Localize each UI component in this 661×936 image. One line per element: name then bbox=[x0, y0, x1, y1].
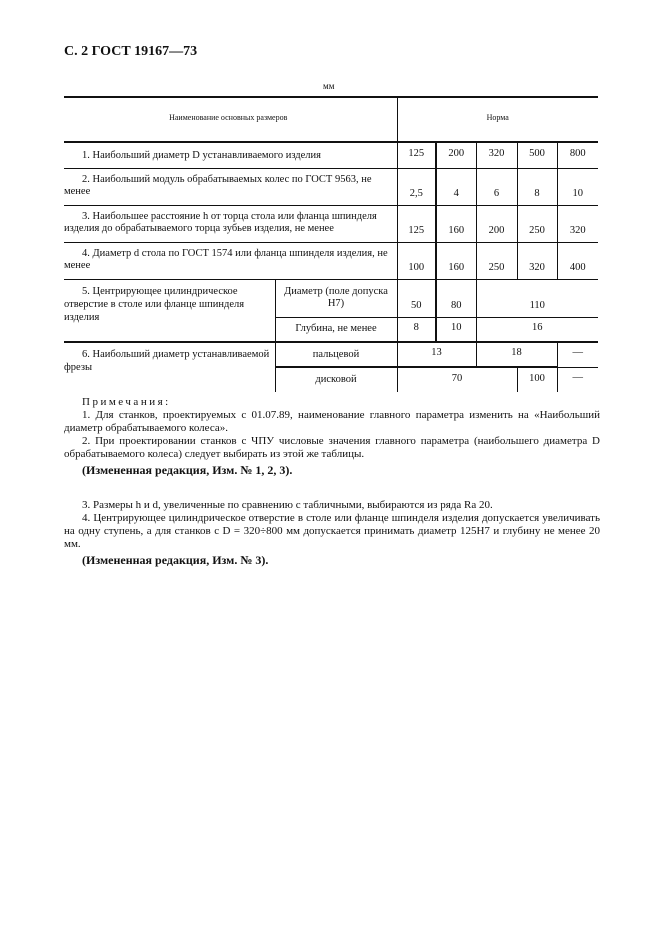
cell: 320 bbox=[475, 141, 518, 169]
header-name: Наименование основных размеров bbox=[64, 96, 398, 143]
row-label: 6. Наибольший диаметр устанавливаемой фр… bbox=[64, 341, 276, 392]
unit-label: мм bbox=[323, 81, 335, 91]
page-header: С. 2 ГОСТ 19167—73 bbox=[64, 44, 198, 59]
cell: 100 bbox=[516, 366, 558, 392]
header-norm: Норма bbox=[396, 96, 598, 143]
cell: 10 bbox=[556, 167, 598, 206]
row-label: 5. Центрирующее цилиндрическое отверстие… bbox=[64, 278, 276, 343]
cell: 2,5 bbox=[396, 167, 437, 206]
edit-note-2: (Измененная редакция, Изм. № 3). bbox=[82, 553, 269, 567]
cell: 200 bbox=[435, 141, 477, 169]
note-1: 1. Для станков, проектируемых с 01.07.89… bbox=[64, 409, 600, 434]
cell: 50 bbox=[396, 278, 437, 318]
table-row: 4. Диаметр d стола по ГОСТ 1574 или флан… bbox=[64, 241, 598, 280]
sub-label: Глубина, не менее bbox=[274, 316, 398, 343]
cell: 400 bbox=[556, 241, 598, 280]
cell: 100 bbox=[396, 241, 437, 280]
row-label: 4. Диаметр d стола по ГОСТ 1574 или флан… bbox=[64, 241, 398, 280]
cell: 8 bbox=[516, 167, 558, 206]
cell: 16 bbox=[475, 316, 598, 343]
cell: 160 bbox=[435, 241, 477, 280]
cell: 200 bbox=[475, 204, 518, 243]
cell: 4 bbox=[435, 167, 477, 206]
cell: 18 bbox=[475, 341, 558, 368]
paragraph-3: 3. Размеры h и d, увеличенные по сравнен… bbox=[82, 499, 493, 511]
cell: 250 bbox=[475, 241, 518, 280]
note-2: 2. При проектировании станков с ЧПУ числ… bbox=[64, 435, 600, 460]
cell: 110 bbox=[475, 278, 598, 318]
cell: 320 bbox=[516, 241, 558, 280]
paragraph-4: 4. Центрирующее цилиндрическое отверстие… bbox=[64, 512, 600, 550]
sub-label: дисковой bbox=[274, 366, 398, 392]
table-header-row: Наименование основных размеров Норма bbox=[64, 96, 598, 143]
row-label: 3. Наибольшее расстояние h от торца стол… bbox=[64, 204, 398, 243]
table-row: 5. Центрирующее цилиндрическое отверстие… bbox=[64, 278, 598, 343]
sub-label: Диаметр (поле допуска Н7) bbox=[274, 278, 398, 318]
cell: 6 bbox=[475, 167, 518, 206]
table-row: 1. Наибольший диаметр D устанавливаемого… bbox=[64, 141, 598, 169]
notes-section: Примечания: 1. Для станков, проектируемы… bbox=[64, 396, 600, 567]
sub-label: пальцевой bbox=[274, 341, 398, 368]
table-row: 6. Наибольший диаметр устанавливаемой фр… bbox=[64, 341, 598, 392]
table-row: 3. Наибольшее расстояние h от торца стол… bbox=[64, 204, 598, 243]
cell: 250 bbox=[516, 204, 558, 243]
table-row: дисковой 70 100 — bbox=[64, 366, 598, 392]
cell: 320 bbox=[556, 204, 598, 243]
cell: 160 bbox=[435, 204, 477, 243]
row-label: 1. Наибольший диаметр D устанавливаемого… bbox=[64, 141, 398, 169]
cell: 125 bbox=[396, 141, 437, 169]
cell: 13 bbox=[396, 341, 477, 368]
cell: — bbox=[556, 341, 598, 368]
cell: 8 bbox=[396, 316, 437, 343]
cell: 10 bbox=[435, 316, 477, 343]
dimensions-table: Наименование основных размеров Норма 1. … bbox=[64, 96, 598, 392]
row-label: 2. Наибольший модуль обрабатываемых коле… bbox=[64, 167, 398, 206]
cell: 80 bbox=[435, 278, 477, 318]
notes-title: Примечания: bbox=[82, 396, 171, 408]
edit-note-1: (Измененная редакция, Изм. № 1, 2, 3). bbox=[82, 463, 293, 477]
table-row: Глубина, не менее 8 10 16 bbox=[64, 316, 598, 343]
cell: — bbox=[556, 366, 598, 392]
cell: 500 bbox=[516, 141, 558, 169]
cell: 70 bbox=[396, 366, 518, 392]
cell: 125 bbox=[396, 204, 437, 243]
table-row: 2. Наибольший модуль обрабатываемых коле… bbox=[64, 167, 598, 206]
cell: 800 bbox=[556, 141, 598, 169]
